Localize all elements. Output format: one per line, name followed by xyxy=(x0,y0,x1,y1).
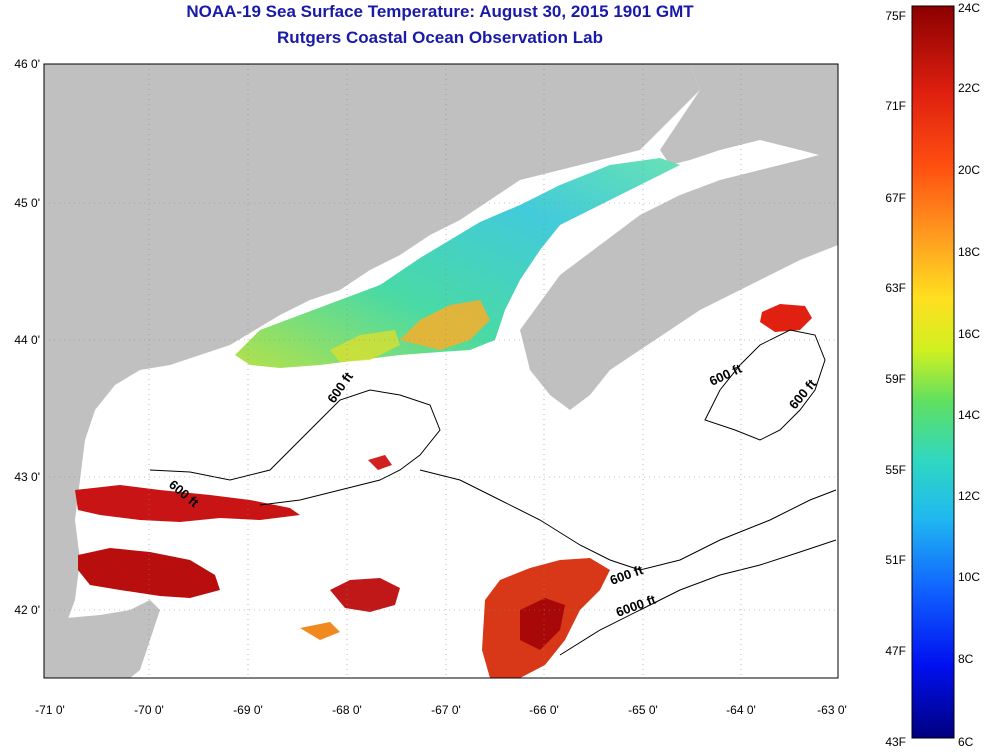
contour-600ft-scotian xyxy=(704,329,826,441)
sst-patch-georges-core xyxy=(520,598,565,650)
sst-gulf-warm-patch xyxy=(400,300,490,350)
sst-patch-small-1 xyxy=(368,455,392,470)
map-title: NOAA-19 Sea Surface Temperature: August … xyxy=(186,2,694,21)
lon-tick-70: -70 0' xyxy=(134,703,164,717)
sst-patch-mid xyxy=(330,578,400,612)
sst-patch-orange-coast xyxy=(300,622,340,640)
map-subtitle: Rutgers Coastal Ocean Observation Lab xyxy=(277,28,603,47)
sst-gulf-of-maine xyxy=(235,158,680,368)
lat-tick-45: 45 0' xyxy=(14,196,40,210)
sst-gulf-yellow-patch xyxy=(330,330,400,362)
sst-patch-nova-scotia xyxy=(760,304,812,332)
lon-tick-71: -71 0' xyxy=(35,703,65,717)
land-cape-cod xyxy=(44,600,160,678)
contour-600ft-georges xyxy=(419,469,837,571)
map-border xyxy=(43,63,839,679)
lat-tick-44: 44 0' xyxy=(14,333,40,347)
sst-patch-west-1 xyxy=(75,485,300,522)
lat-tick-43: 43 0' xyxy=(14,470,40,484)
contour-600ft-west xyxy=(149,389,441,506)
lon-tick-63: -63 0' xyxy=(817,703,847,717)
land-new-brunswick xyxy=(660,64,838,165)
lon-tick-69: -69 0' xyxy=(233,703,263,717)
lat-tick-46: 46 0' xyxy=(14,57,40,71)
land-nova-scotia xyxy=(520,150,838,410)
lon-tick-66: -66 0' xyxy=(529,703,559,717)
contour-6000ft xyxy=(559,539,837,656)
sst-patch-west-2 xyxy=(78,548,220,598)
lon-tick-68: -68 0' xyxy=(332,703,362,717)
lon-tick-65: -65 0' xyxy=(628,703,658,717)
lon-tick-67: -67 0' xyxy=(431,703,461,717)
lon-tick-64: -64 0' xyxy=(726,703,756,717)
lat-tick-42: 42 0' xyxy=(14,603,40,617)
land-new-england xyxy=(44,64,700,660)
